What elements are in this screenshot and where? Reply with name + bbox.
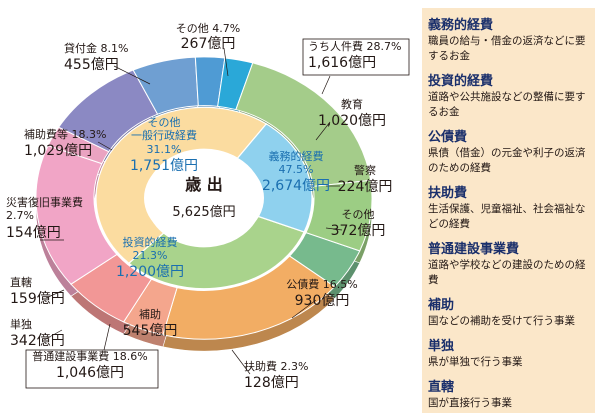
glossary-description: 生活保護、児童福祉、社会福祉などの経費 [428,203,586,230]
glossary-item: 補助 国などの補助を受けて行う事業 [422,294,595,329]
glossary-item: 義務的経費 職員の給与・借金の返済などに要するお金 [422,14,595,64]
leader-line [45,289,65,299]
glossary-term: 直轄 [428,380,455,395]
sub-label-kyoiku: 教育 1,020億円 [318,97,386,129]
glossary-panel: 義務的経費 職員の給与・借金の返済などに要するお金 投資的経費 道路や公共施設な… [422,8,595,413]
outer-label-tandoku: 単独 342億円 [10,317,65,349]
leader-line [291,299,317,319]
glossary-term: 扶助費 [428,186,468,201]
inner-label-toshiteki: 投資的経費 21.3% 1,200億円 [116,235,184,280]
futsu-kensetsu-box [25,349,159,389]
inner-label-gimuteki: 義務的経費 47.5% 2,674億円 [262,149,330,194]
outer-label-jinkenhi: うち人件費 28.7% 1,616億円 [308,39,401,71]
glossary-description: 国が直接行う事業 [428,397,512,409]
outer-label-saigai: 災害復旧事業費 2.7% 154億円 [6,195,83,241]
glossary-item: 投資的経費 道路や公共施設などの整備に要するお金 [422,70,595,120]
glossary-item: 普通建設事業費 道路や学校などの建設のための経費 [422,238,595,288]
outer-label-hojo: 補助 545億円 [123,307,178,339]
glossary-term: 単独 [428,339,455,354]
outer-label-hojohi: 補助費等 18.3% 1,029億円 [24,127,106,159]
group-label-futsu-kensetsu: 普通建設事業費 18.6% 1,046億円 [32,349,147,381]
inner-slice [127,215,305,290]
glossary-item: 直轄 国が直接行う事業 [422,376,595,411]
glossary-item: 扶助費 生活保護、児童福祉、社会福祉などの経費 [422,182,595,232]
leader-line [223,47,229,77]
outer-slice [305,179,373,252]
chart-title: 歳 出 [185,175,223,194]
sub-label-keisatsu: 警察 224億円 [338,163,393,195]
outer-label-sonota: その他 4.7% 267億円 [176,22,240,52]
glossary-description: 県債（借金）の元金や利子の返済のための経費 [428,147,586,174]
leader-line [43,329,63,341]
glossary-term: 義務的経費 [428,18,494,33]
leader-line [113,65,151,85]
leader-line [231,349,251,375]
glossary-description: 国などの補助を受けて行う事業 [428,315,575,327]
glossary-term: 普通建設事業費 [428,242,520,257]
leader-line [315,121,331,141]
chart-center [144,152,264,244]
outer-label-kosaihi: 公債費 16.5% 930億円 [286,277,357,309]
leader-line [325,227,343,231]
leader-line [321,75,331,95]
leader-line [103,323,111,351]
glossary-term: 補助 [428,298,455,313]
glossary-item: 公債費 県債（借金）の元金や利子の返済のための経費 [422,126,595,176]
chart-total: 5,625億円 [172,204,235,220]
glossary-term: 公債費 [428,130,468,145]
glossary-description: 道路や公共施設などの整備に要するお金 [428,91,586,118]
outer-label-fujohi: 扶助費 2.3% 128億円 [244,359,308,391]
glossary-description: 職員の給与・借金の返済などに要するお金 [428,35,586,62]
sub-label-sonota2: その他 372億円 [331,208,386,239]
leader-line [97,141,113,151]
outer-label-chokkatsu: 直轄 159億円 [10,275,65,307]
jinkenhi-box [302,38,410,76]
inner-label-ippan: その他一般行政経費 31.1% 1,751億円 [130,116,198,174]
glossary-term: 投資的経費 [428,74,494,89]
outer-label-kashitsuke: 貸付金 8.1% 455億円 [64,41,128,73]
glossary-description: 道路や学校などの建設のための経費 [428,259,586,286]
glossary-item: 単独 県が単独で行う事業 [422,335,595,370]
glossary-description: 県が単独で行う事業 [428,356,523,368]
